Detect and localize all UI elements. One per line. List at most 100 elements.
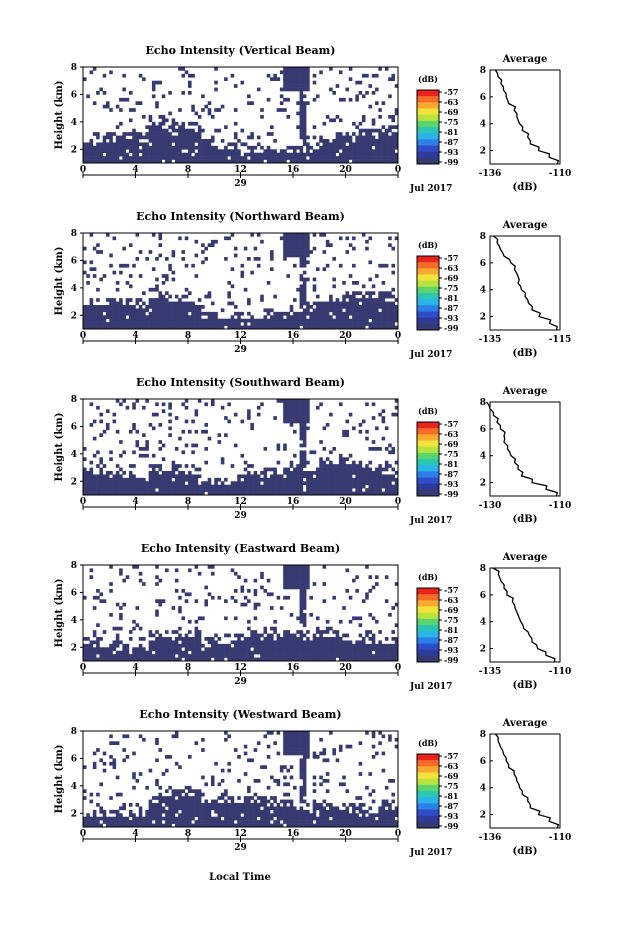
heatmap-cell bbox=[260, 765, 264, 770]
heatmap-cell bbox=[338, 118, 343, 123]
heatmap-cell bbox=[263, 318, 268, 323]
heatmap-cell bbox=[243, 467, 248, 472]
heatmap-cell bbox=[135, 298, 140, 302]
heatmap-cell bbox=[352, 484, 356, 489]
heatmap-cell bbox=[299, 77, 304, 82]
heatmap-cell bbox=[148, 322, 153, 326]
heatmap-cell bbox=[306, 426, 310, 431]
heatmap-cell bbox=[83, 477, 87, 482]
heatmap-cell bbox=[115, 325, 120, 330]
heatmap-cell bbox=[332, 301, 336, 306]
heatmap-cell bbox=[332, 481, 336, 486]
heatmap-cell bbox=[378, 491, 382, 496]
heatmap-cell bbox=[276, 399, 281, 403]
heatmap-cell bbox=[286, 650, 291, 655]
heatmap-cell bbox=[217, 484, 222, 489]
heatmap-cell bbox=[174, 311, 179, 316]
heatmap-cell bbox=[315, 626, 320, 631]
heatmap-cell bbox=[207, 491, 212, 496]
heatmap-cell bbox=[345, 322, 350, 326]
heatmap-cell bbox=[148, 813, 153, 818]
heatmap-cell bbox=[247, 643, 251, 648]
heatmap-cell bbox=[342, 318, 346, 323]
heatmap-cell bbox=[99, 145, 103, 150]
heatmap-cell bbox=[315, 657, 320, 662]
heatmap-cell bbox=[279, 488, 284, 492]
heatmap-cell bbox=[174, 315, 179, 320]
heatmap-cell bbox=[135, 101, 140, 106]
heatmap-cell bbox=[217, 782, 222, 787]
heatmap-cell bbox=[224, 633, 228, 638]
heatmap-cell bbox=[345, 657, 350, 662]
heatmap-cell bbox=[315, 474, 320, 479]
heatmap-cell bbox=[338, 453, 343, 458]
heatmap-cell bbox=[96, 318, 100, 323]
heatmap-cell bbox=[253, 643, 258, 648]
heatmap-cell bbox=[270, 823, 274, 828]
heatmap-cell bbox=[112, 236, 117, 241]
heatmap-cell bbox=[296, 467, 300, 472]
heatmap-cell bbox=[260, 823, 264, 828]
heatmap-cell bbox=[371, 291, 376, 296]
colorbar-tick-label: -75 bbox=[444, 615, 458, 625]
heatmap-cell bbox=[250, 796, 254, 800]
heatmap-cell bbox=[391, 813, 396, 818]
heatmap-cell bbox=[332, 806, 336, 811]
heatmap-cell bbox=[315, 142, 320, 147]
heatmap-cell bbox=[368, 650, 373, 655]
heatmap-cell bbox=[332, 654, 336, 658]
heatmap-cell bbox=[109, 650, 113, 655]
heatmap-cell bbox=[230, 156, 235, 160]
heatmap-cell bbox=[378, 447, 382, 451]
heatmap-cell bbox=[102, 768, 107, 773]
heatmap-cell bbox=[207, 436, 212, 441]
heatmap-cell bbox=[365, 474, 369, 479]
x-tick-label: 0 bbox=[80, 165, 86, 175]
heatmap-cell bbox=[92, 453, 97, 458]
heatmap-cell bbox=[204, 647, 208, 652]
heatmap-cell bbox=[92, 765, 97, 770]
heatmap-cell bbox=[361, 149, 366, 154]
heatmap-cell bbox=[220, 823, 225, 828]
heatmap-cell bbox=[220, 654, 225, 658]
heatmap-cell bbox=[178, 325, 182, 330]
heatmap-cell bbox=[240, 602, 245, 607]
heatmap-cell bbox=[197, 654, 202, 658]
heatmap-cell bbox=[184, 236, 189, 241]
heatmap-cell bbox=[204, 139, 208, 143]
heatmap-cell bbox=[92, 823, 97, 828]
y-axis-label: Height (km) bbox=[54, 745, 65, 814]
heatmap-cell bbox=[181, 650, 186, 655]
heatmap-cell bbox=[329, 142, 333, 147]
heatmap-cell bbox=[83, 816, 87, 821]
heatmap-cell bbox=[352, 460, 356, 465]
heatmap-cell bbox=[184, 796, 189, 800]
heatmap-cell bbox=[227, 142, 231, 147]
heatmap-cell bbox=[296, 491, 300, 496]
heatmap-cell bbox=[289, 741, 294, 746]
colorbar-tick-label: -69 bbox=[444, 439, 459, 449]
heatmap-cell bbox=[338, 464, 343, 468]
heatmap-cell bbox=[342, 429, 346, 434]
colorbar-swatch bbox=[417, 317, 439, 325]
heatmap-cell bbox=[299, 104, 304, 109]
heatmap-cell bbox=[132, 491, 136, 496]
heatmap-cell bbox=[145, 453, 149, 458]
heatmap-cell bbox=[178, 609, 182, 614]
heatmap-cell bbox=[375, 311, 379, 316]
x-tick-label: 16 bbox=[287, 331, 300, 341]
heatmap-cell bbox=[315, 322, 320, 326]
heatmap-cell bbox=[371, 813, 376, 818]
heatmap-cell bbox=[155, 599, 159, 604]
heatmap-cell bbox=[224, 616, 228, 621]
heatmap-cell bbox=[293, 477, 297, 482]
heatmap-cell bbox=[217, 322, 222, 326]
heatmap-cell bbox=[122, 322, 126, 326]
heatmap-cell bbox=[184, 816, 189, 821]
heatmap-cell bbox=[233, 657, 238, 662]
colorbar-swatch bbox=[417, 643, 439, 651]
heatmap-cell bbox=[165, 491, 169, 496]
heatmap-cell bbox=[273, 77, 277, 82]
heatmap-cell bbox=[178, 647, 182, 652]
heatmap-cell bbox=[329, 315, 333, 320]
